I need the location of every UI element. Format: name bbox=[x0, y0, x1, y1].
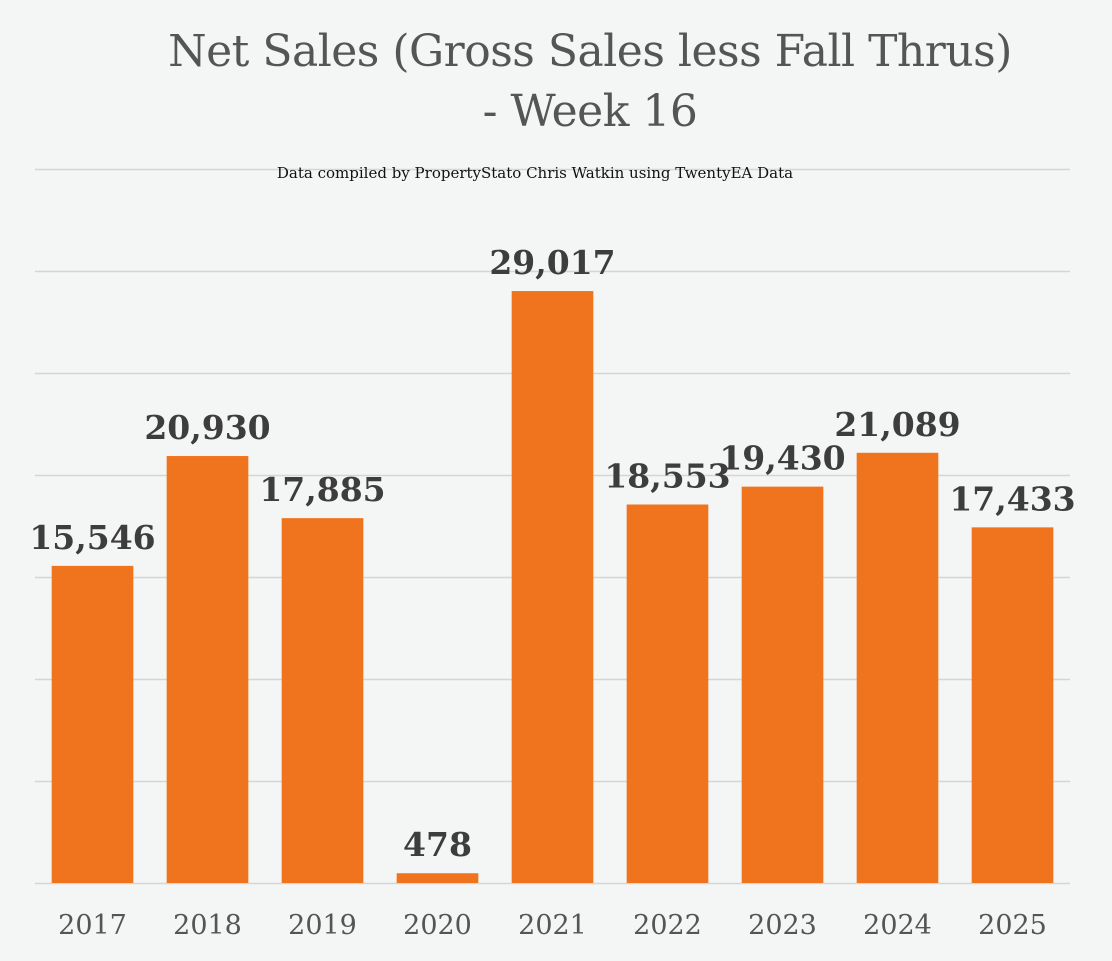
data-label-2017: 15,546 bbox=[29, 518, 155, 557]
bar-2020 bbox=[396, 873, 479, 883]
chart-subtitle: Data compiled by PropertyStato Chris Wat… bbox=[276, 164, 794, 182]
bar-2022 bbox=[626, 504, 709, 883]
x-tick-label-2018: 2018 bbox=[173, 910, 242, 941]
bar-2019 bbox=[281, 518, 364, 883]
data-label-2024: 21,089 bbox=[834, 405, 960, 444]
data-label-2020: 478 bbox=[403, 825, 472, 864]
data-label-2023: 19,430 bbox=[719, 439, 845, 478]
chart-title-line-2: - Week 16 bbox=[482, 86, 698, 137]
x-tick-label-2020: 2020 bbox=[403, 910, 472, 941]
bar-2017 bbox=[51, 565, 134, 883]
bar-2021 bbox=[511, 291, 594, 883]
bar-2025 bbox=[971, 527, 1054, 883]
x-tick-label-2025: 2025 bbox=[978, 910, 1047, 941]
x-tick-label-2019: 2019 bbox=[288, 910, 357, 941]
x-tick-label-2024: 2024 bbox=[863, 910, 932, 941]
data-label-2018: 20,930 bbox=[144, 408, 270, 447]
data-label-2025: 17,433 bbox=[949, 479, 1075, 518]
data-label-2019: 17,885 bbox=[259, 470, 385, 509]
bar-2023 bbox=[741, 486, 824, 883]
x-tick-label-2017: 2017 bbox=[58, 910, 127, 941]
bar-2018 bbox=[166, 456, 249, 883]
chart-title: Net Sales (Gross Sales less Fall Thrus) … bbox=[0, 22, 1112, 142]
x-tick-label-2021: 2021 bbox=[518, 910, 587, 941]
x-tick-label-2023: 2023 bbox=[748, 910, 817, 941]
data-label-2022: 18,553 bbox=[604, 457, 730, 496]
data-label-2021: 29,017 bbox=[489, 243, 615, 282]
bar-2024 bbox=[856, 452, 939, 883]
x-tick-label-2022: 2022 bbox=[633, 910, 702, 941]
chart-title-line-1: Net Sales (Gross Sales less Fall Thrus) bbox=[168, 26, 1012, 77]
